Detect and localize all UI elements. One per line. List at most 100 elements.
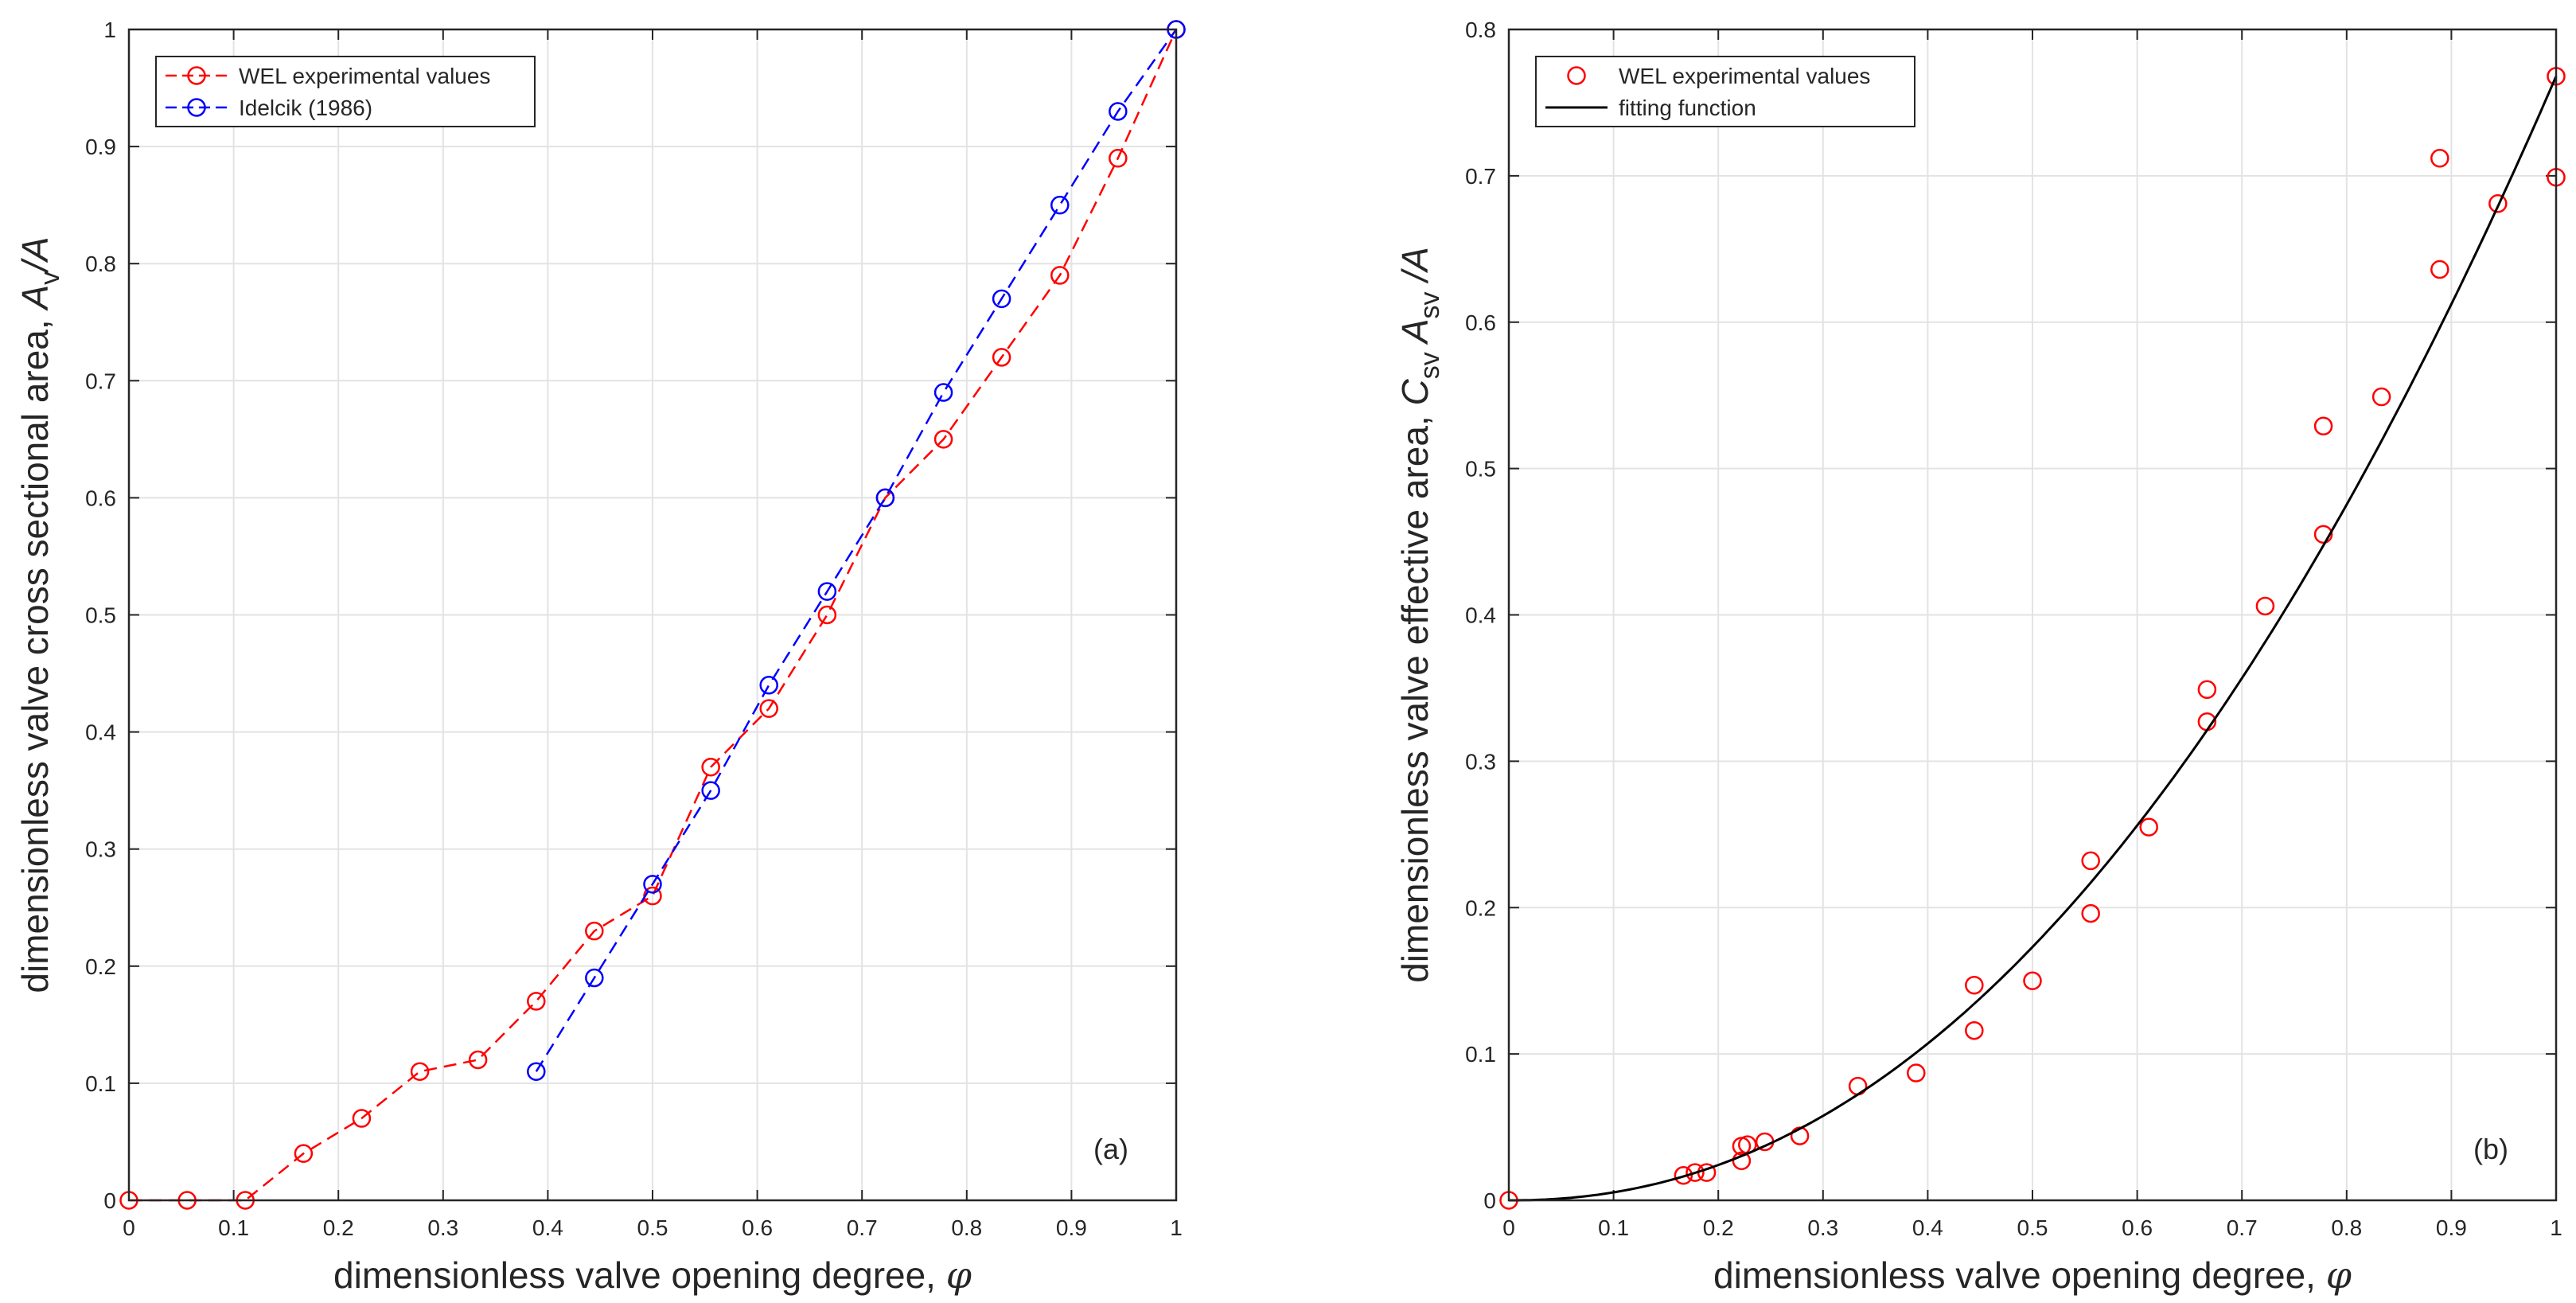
data-point [875, 488, 895, 508]
data-point [1907, 1063, 1926, 1083]
data-point [759, 699, 778, 718]
data-point [2430, 149, 2449, 168]
y-tick-label: 0.2 [1465, 895, 1496, 920]
data-point [992, 348, 1011, 367]
y-tick-label: 0 [1483, 1188, 1496, 1213]
x-tick-label: 1 [1170, 1215, 1183, 1240]
fit-line [1509, 76, 2558, 1202]
data-point [933, 430, 953, 449]
y-axis-label-text: dimensionless valve cross sectional area… [14, 310, 56, 993]
x-tick-label: 0.9 [1056, 1215, 1087, 1240]
series-line [535, 29, 1178, 1072]
panel-label: (b) [2473, 1133, 2508, 1165]
x-tick-label: 0.9 [2436, 1215, 2467, 1240]
data-point [2371, 387, 2391, 407]
y-axis-label-text: /A [14, 236, 56, 273]
y-tick-label: 0.2 [85, 954, 116, 979]
x-tick-label: 0.7 [2227, 1215, 2258, 1240]
x-tick-label: 0.1 [218, 1215, 249, 1240]
data-point [410, 1062, 430, 1081]
data-point [933, 383, 953, 402]
legend-marker [1567, 66, 1586, 85]
data-point [2139, 817, 2158, 837]
x-tick-label: 0 [1502, 1215, 1515, 1240]
y-axis-label-text: A [14, 285, 56, 312]
y-tick-label: 0.1 [85, 1071, 116, 1096]
x-tick-label: 0.5 [637, 1215, 668, 1240]
x-axis-label: dimensionless valve opening degree, φ [333, 1254, 972, 1297]
data-point [1109, 149, 1128, 168]
data-point [992, 289, 1011, 309]
data-point [527, 1062, 546, 1081]
y-tick-label: 0.6 [85, 486, 116, 510]
y-tick-label: 0.7 [1465, 164, 1496, 189]
data-point [2197, 680, 2217, 700]
legend-box [155, 56, 536, 127]
y-tick-label: 0 [103, 1188, 116, 1213]
series-1 [1509, 76, 2558, 1202]
data-point [701, 757, 720, 777]
legend-label: WEL experimental values [1619, 64, 1870, 88]
y-axis-label: dimensionless valve effective area, Csv … [1394, 247, 1445, 983]
data-point [2488, 194, 2508, 213]
data-point [2081, 851, 2100, 871]
data-point [759, 676, 778, 695]
data-point [527, 992, 546, 1011]
data-point [352, 1109, 372, 1128]
data-point [2313, 416, 2333, 436]
data-point [1109, 102, 1128, 121]
y-tick-label: 0.9 [85, 135, 116, 159]
x-tick-label: 0.7 [847, 1215, 878, 1240]
y-axis-label-text: A [1394, 318, 1436, 352]
x-tick-label: 0.8 [951, 1215, 982, 1240]
y-axis-label: dimensionless valve cross sectional area… [14, 236, 65, 993]
y-tick-label: 0.3 [85, 837, 116, 862]
grid [129, 29, 1176, 1200]
x-tick-label: 0.3 [1807, 1215, 1838, 1240]
y-axis-label-subscript: sv [1415, 352, 1445, 379]
data-point [585, 921, 604, 941]
data-point [468, 1050, 488, 1070]
y-axis-label-text: dimensionless valve effective area, [1394, 405, 1436, 982]
x-axis-label-text: dimensionless valve opening degree, [1713, 1254, 2326, 1296]
y-tick-label: 0.4 [85, 720, 116, 745]
y-tick-label: 0.8 [1465, 18, 1496, 42]
x-axis-label-text: dimensionless valve opening degree, [333, 1254, 946, 1296]
series-line [129, 29, 1178, 1202]
x-tick-label: 0.5 [2017, 1215, 2048, 1240]
data-point [2023, 971, 2042, 990]
axes-box [1507, 28, 2558, 1202]
y-tick-label: 0.5 [1465, 457, 1496, 482]
plot-a: 0 0.1 0.2 0.3 0.4 0.5 0.6 0.7 0.8 0.9 1 0 0.1 0.2 0.3 0… [14, 18, 1186, 1297]
y-tick-label: 0.8 [85, 252, 116, 276]
y-axis-label-subscript: v [35, 271, 65, 285]
data-point [2313, 525, 2333, 544]
x-axis-label: dimensionless valve opening degree, φ [1713, 1254, 2352, 1297]
data-point [2081, 903, 2100, 923]
grid [1509, 29, 2556, 1200]
y-tick-label: 0.4 [1465, 603, 1496, 628]
x-tick-label: 0.1 [1598, 1215, 1629, 1240]
data-point [294, 1144, 314, 1163]
legend-marker [187, 66, 206, 85]
data-point [1965, 1020, 1984, 1040]
legend-label: Idelcik (1986) [239, 96, 372, 120]
legend: WEL experimental values Idelcik (1986) [155, 56, 536, 127]
data-point [1674, 1165, 1693, 1185]
x-tick-label: 1 [2550, 1215, 2562, 1240]
plot-b: 0 0.1 0.2 0.3 0.4 0.5 0.6 0.7 0.8 0.9 1 0 0.1 0.2 0.3 0… [1394, 18, 2566, 1297]
y-tick-label: 0.1 [1465, 1042, 1496, 1067]
data-point [643, 875, 662, 894]
data-point [1686, 1163, 1705, 1182]
x-tick-label: 0.6 [2122, 1215, 2153, 1240]
x-tick-label: 0.8 [2331, 1215, 2362, 1240]
series-1 [527, 20, 1186, 1081]
x-tick-label: 0.2 [1703, 1215, 1734, 1240]
legend-label: fitting function [1619, 96, 1756, 120]
data-point [817, 605, 837, 625]
x-tick-label: 0.4 [1912, 1215, 1943, 1240]
legend: WEL experimental values fitting function [1535, 56, 1915, 127]
y-axis-label-subscript: sv [1415, 291, 1445, 318]
x-axis-label-symbol: φ [2326, 1254, 2352, 1297]
